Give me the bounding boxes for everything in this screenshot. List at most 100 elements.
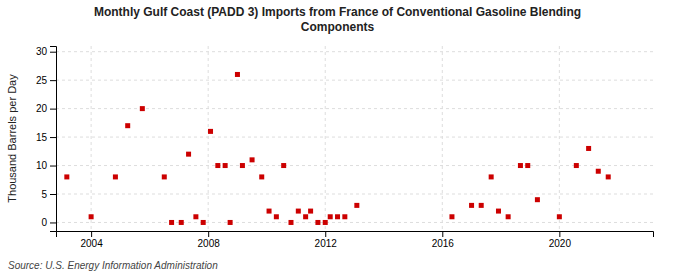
grid-line-y: [56, 222, 653, 223]
x-tick-label: 2004: [80, 238, 103, 249]
grid-line-y: [56, 108, 653, 109]
point: [574, 163, 579, 168]
title: Monthly Gulf Coast (PADD 3) Imports from…: [94, 5, 581, 34]
y-tick-label: 30: [36, 46, 48, 57]
point: [223, 163, 228, 168]
point: [162, 174, 167, 179]
x-tick-label: 2020: [549, 238, 572, 249]
point: [496, 209, 501, 214]
points: [64, 72, 610, 225]
grid-line-x: [208, 46, 209, 231]
point: [259, 174, 264, 179]
y-tick: 15: [36, 132, 56, 143]
point: [469, 203, 474, 208]
grid-line-x: [91, 46, 92, 231]
point: [89, 214, 94, 219]
x-tick-mark: [559, 231, 560, 237]
y-tick: 30: [36, 46, 56, 57]
grid-line-y: [56, 165, 653, 166]
point: [586, 146, 591, 151]
point: [179, 220, 184, 225]
point: [281, 163, 286, 168]
x-axis: 2004 2008 2012 2016 2020: [57, 231, 654, 249]
x-tick-label: 2016: [432, 238, 455, 249]
point: [518, 163, 523, 168]
y-tick-mark: [50, 194, 56, 195]
y-tick-label: 0: [41, 217, 47, 228]
point: [328, 214, 333, 219]
point: [125, 123, 130, 128]
point: [557, 214, 562, 219]
y-axis: 0 5 10 15 20 25 30: [36, 46, 57, 231]
point: [596, 169, 601, 174]
y-tick-label: 10: [36, 160, 48, 171]
point: [201, 220, 206, 225]
y-tick: 10: [36, 160, 56, 171]
point: [489, 174, 494, 179]
point: [208, 129, 213, 134]
point: [235, 72, 240, 77]
y-tick-mark: [50, 52, 56, 53]
grid-line-y: [56, 80, 653, 81]
point: [113, 174, 118, 179]
x-axis-line: [57, 232, 654, 238]
y-tick: 0: [41, 217, 56, 228]
point: [506, 214, 511, 219]
point: [228, 220, 233, 225]
point: [525, 163, 530, 168]
point: [296, 209, 301, 214]
x-tick-label: 2012: [315, 238, 338, 249]
point: [449, 214, 454, 219]
point: [140, 106, 145, 111]
point: [267, 209, 272, 214]
y-tick: 20: [36, 103, 56, 114]
point: [323, 220, 328, 225]
y-tick-mark: [50, 109, 56, 110]
grid-line-x: [442, 46, 443, 231]
y-tick-mark: [50, 137, 56, 138]
point: [215, 163, 220, 168]
grid-line-y: [56, 194, 653, 195]
point: [606, 174, 611, 179]
point: [193, 214, 198, 219]
y-tick-label: 25: [36, 75, 48, 86]
y-tick-mark: [50, 80, 56, 81]
point: [315, 220, 320, 225]
point: [479, 203, 484, 208]
x-tick: 2004: [80, 231, 103, 249]
point: [64, 174, 69, 179]
grid-line-x: [559, 46, 560, 231]
x-tick-mark: [91, 231, 92, 237]
point: [535, 197, 540, 202]
y-axis-title: Thousand Barrels per Day: [6, 74, 18, 203]
point: [303, 214, 308, 219]
y-tick-label: 5: [41, 189, 47, 200]
x-tick-label: 2008: [198, 238, 221, 249]
y-tick: 25: [36, 75, 56, 86]
grid-line-x: [325, 46, 326, 231]
plot: 2004 2008 2012 2016 2020 0 5 10 15 20 25 30: [36, 46, 654, 249]
y-tick-label: 20: [36, 103, 48, 114]
point: [250, 157, 255, 162]
point: [308, 209, 313, 214]
point: [186, 152, 191, 157]
y-tick-label: 15: [36, 132, 48, 143]
point: [274, 214, 279, 219]
x-tick-mark: [208, 231, 209, 237]
point: [335, 214, 340, 219]
chart: Monthly Gulf Coast (PADD 3) Imports from…: [0, 0, 675, 275]
y-tick-mark: [50, 166, 56, 167]
annotation: Source: U.S. Energy Information Administ…: [8, 260, 218, 271]
x-tick: 2020: [549, 231, 572, 249]
grid: [56, 46, 653, 231]
point: [342, 214, 347, 219]
x-tick: 2008: [198, 231, 221, 249]
point: [169, 220, 174, 225]
x-tick-mark: [325, 231, 326, 237]
x-tick: 2012: [315, 231, 338, 249]
x-tick-mark: [442, 231, 443, 237]
point: [240, 163, 245, 168]
point: [354, 203, 359, 208]
point: [288, 220, 293, 225]
y-tick-mark: [50, 222, 56, 223]
